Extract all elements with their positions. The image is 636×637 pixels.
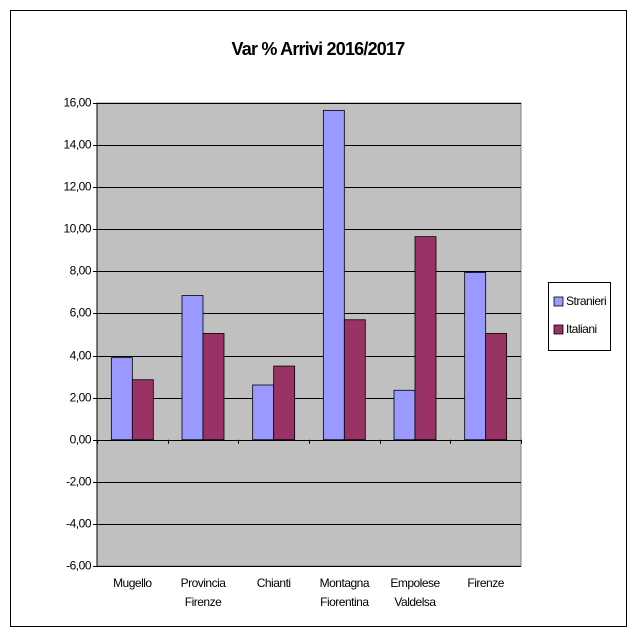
- y-tick-label: 2,00: [70, 391, 92, 405]
- bar: [252, 384, 275, 441]
- chart-title: Var % Arrivi 2016/2017: [232, 39, 406, 59]
- bar: [343, 319, 366, 441]
- bar: [181, 295, 204, 441]
- plot-area: [96, 102, 522, 567]
- bar: [464, 272, 487, 441]
- y-tick-label: -4,00: [66, 517, 92, 531]
- bar: [414, 236, 437, 441]
- y-tick-label: 14,00: [63, 138, 91, 152]
- legend-label: Stranieri: [566, 294, 606, 308]
- x-tick-label: Chianti: [256, 576, 291, 590]
- x-tick-label: Firenze: [467, 576, 504, 590]
- legend-label: Italiani: [566, 322, 597, 336]
- y-tick-label: 12,00: [63, 180, 91, 194]
- bar: [110, 357, 133, 441]
- bar: [322, 109, 345, 441]
- legend-box: [548, 282, 611, 351]
- legend-swatch: [553, 324, 564, 335]
- y-tick-label: 4,00: [70, 349, 92, 363]
- y-tick-label: 16,00: [63, 96, 91, 110]
- bar: [202, 333, 225, 441]
- x-tick-label: Montagna Fiorentina: [319, 576, 370, 609]
- bar: [131, 379, 154, 441]
- y-tick-label: -6,00: [66, 559, 92, 573]
- bar: [485, 333, 508, 441]
- x-tick-label: Provincia Firenze: [180, 576, 226, 609]
- y-tick-label: 10,00: [63, 222, 91, 236]
- y-tick-label: -2,00: [66, 475, 92, 489]
- y-tick-label: 8,00: [70, 264, 92, 278]
- y-tick-label: 0,00: [70, 433, 92, 447]
- legend-swatch: [553, 296, 564, 307]
- x-tick-label: Empolese Valdelsa: [390, 576, 440, 609]
- y-tick-label: 6,00: [70, 306, 92, 320]
- x-tick-label: Mugello: [113, 576, 152, 590]
- bar: [273, 365, 296, 441]
- bar: [393, 389, 416, 441]
